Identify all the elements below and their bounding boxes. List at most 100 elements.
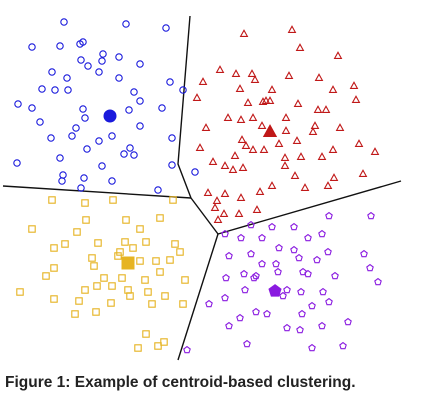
square-point: [161, 292, 169, 300]
triangle-point: [213, 215, 223, 223]
square-point: [141, 276, 149, 284]
triangle-point: [192, 93, 202, 101]
pentagon-point: [268, 222, 276, 231]
triangle-point: [247, 69, 257, 77]
pentagon-point: [331, 271, 339, 280]
triangle-centroid: [262, 124, 278, 137]
triangle-point: [208, 157, 218, 165]
circle-point: [108, 132, 116, 140]
pentagon-point: [221, 229, 229, 238]
square-point: [88, 254, 96, 262]
circle-point: [99, 50, 107, 58]
triangle-point: [296, 152, 306, 160]
triangle-point: [259, 145, 269, 153]
pentagon-point: [367, 211, 375, 220]
triangle-point: [236, 193, 246, 201]
triangle-point: [300, 183, 310, 191]
triangle-point: [201, 123, 211, 131]
square-point: [171, 240, 179, 248]
triangle-point: [255, 187, 265, 195]
circle-point: [56, 154, 64, 162]
circle-point: [158, 104, 166, 112]
square-point: [118, 274, 126, 282]
pentagon-point: [222, 273, 230, 282]
circle-point: [56, 42, 64, 50]
circle-point: [48, 68, 56, 76]
circle-point: [63, 74, 71, 82]
pentagon-point: [283, 323, 291, 332]
pentagon-point: [324, 247, 332, 256]
triangle-point: [241, 141, 251, 149]
circle-centroid: [103, 109, 117, 123]
pentagon-point: [360, 249, 368, 258]
circle-point: [47, 134, 55, 142]
triangle-point: [223, 113, 233, 121]
square-point: [50, 295, 58, 303]
pentagon-point: [272, 259, 280, 268]
pentagon-point: [299, 267, 307, 276]
pentagon-point: [304, 233, 312, 242]
square-point: [50, 264, 58, 272]
pentagon-point: [258, 233, 266, 242]
triangle-point: [231, 69, 241, 77]
square-point: [73, 228, 81, 236]
pentagon-point: [205, 299, 213, 308]
square-point: [154, 342, 162, 350]
circle-point: [108, 177, 116, 185]
triangle-point: [274, 139, 284, 147]
circle-point: [83, 145, 91, 153]
square-point: [129, 244, 137, 252]
triangle-point: [293, 99, 303, 107]
triangle-point: [238, 163, 248, 171]
circle-point: [64, 86, 72, 94]
triangle-point: [290, 171, 300, 179]
circle-point: [154, 186, 162, 194]
triangle-point: [335, 123, 345, 131]
triangle-point: [198, 77, 208, 85]
triangle-point: [237, 135, 247, 143]
square-point: [124, 286, 132, 294]
cluster-centroids: [103, 109, 282, 297]
square-point: [121, 238, 129, 246]
circle-point: [191, 168, 199, 176]
square-point: [71, 310, 79, 318]
circle-point: [77, 184, 85, 192]
triangle-point: [284, 71, 294, 79]
square-point: [152, 257, 160, 265]
triangle-point: [220, 189, 230, 197]
square-point: [136, 257, 144, 265]
pentagon-point: [252, 307, 260, 316]
pentagon-point: [237, 233, 245, 242]
pentagon-point: [250, 273, 258, 282]
boundary-line-3: [190, 197, 219, 235]
square-point: [142, 238, 150, 246]
circle-point: [28, 43, 36, 51]
pentagon-point: [308, 301, 316, 310]
square-point: [75, 297, 83, 305]
triangle-point: [280, 161, 290, 169]
pentagon-point: [374, 277, 382, 286]
circle-point: [59, 171, 67, 179]
triangle-point: [212, 196, 222, 204]
square-point: [148, 300, 156, 308]
pentagon-point: [318, 321, 326, 330]
circle-point: [98, 57, 106, 65]
circle-point: [95, 137, 103, 145]
square-point: [136, 225, 144, 233]
square-point: [48, 196, 56, 204]
triangle-point: [210, 203, 220, 211]
square-point: [166, 256, 174, 264]
triangle-point: [230, 151, 240, 159]
circle-point: [136, 122, 144, 130]
square-point: [90, 262, 98, 270]
triangle-point: [257, 121, 267, 129]
square-point: [179, 300, 187, 308]
square-point: [92, 308, 100, 316]
circle-point: [28, 104, 36, 112]
triangle-point: [354, 139, 364, 147]
triangle-point: [287, 25, 297, 33]
triangle-point: [328, 85, 338, 93]
square-point: [61, 240, 69, 248]
clustering-plot: [2, 15, 402, 361]
circle-point: [72, 124, 80, 132]
